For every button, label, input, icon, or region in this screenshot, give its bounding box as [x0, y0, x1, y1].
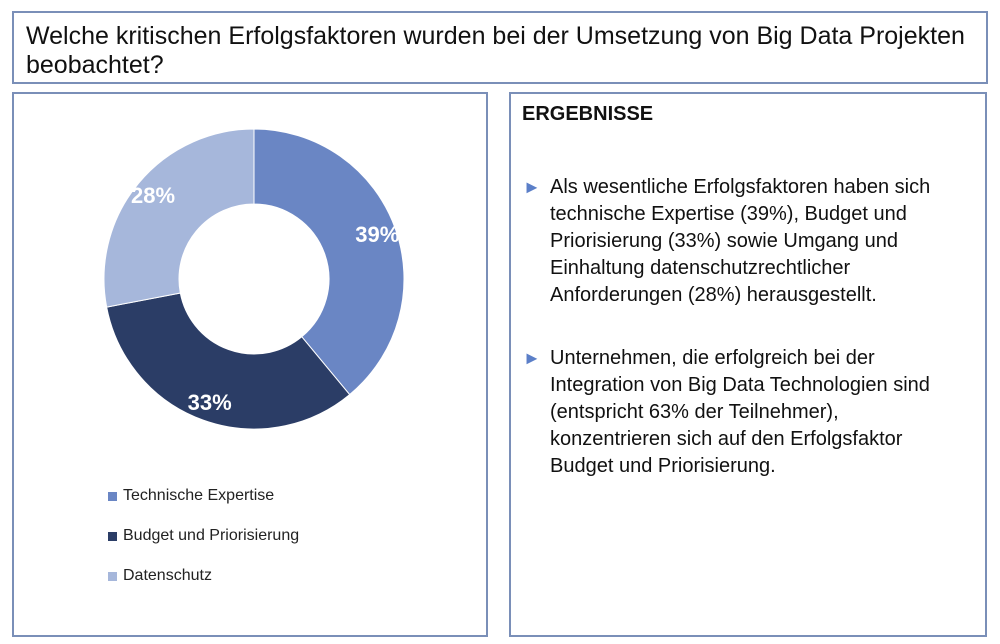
- donut-slice-technische-expertise: [253, 128, 405, 396]
- legend-item-technische-expertise: Technische Expertise: [108, 476, 299, 516]
- chart-legend: Technische Expertise Budget und Priorisi…: [108, 476, 299, 596]
- question-title: Welche kritischen Erfolgsfaktoren wurden…: [26, 22, 965, 79]
- donut-chart: 39% 33% 28%: [103, 128, 405, 430]
- slice-data-label: 39%: [355, 222, 399, 247]
- legend-item-budget: Budget und Priorisierung: [108, 516, 299, 556]
- result-bullet: ► Als wesentliche Erfolgsfaktoren haben …: [523, 174, 963, 309]
- results-heading: ERGEBNISSE: [522, 103, 654, 125]
- result-text: Als wesentliche Erfolgsfaktoren haben si…: [550, 176, 931, 306]
- result-text: Unternehmen, die erfolgreich bei der Int…: [550, 347, 930, 477]
- results-panel: ERGEBNISSE ► Als wesentliche Erfolgsfakt…: [509, 92, 987, 637]
- legend-swatch: [108, 491, 117, 501]
- legend-label: Budget und Priorisierung: [123, 527, 300, 544]
- result-bullet: ► Unternehmen, die erfolgreich bei der I…: [523, 345, 963, 480]
- slice-data-label: 28%: [131, 183, 175, 208]
- donut-slice-budget-und-priorisierung: [106, 292, 351, 430]
- legend-swatch: [108, 531, 117, 541]
- triangle-right-icon: ►: [523, 348, 541, 368]
- legend-label: Technische Expertise: [123, 487, 275, 504]
- chart-panel: 39% 33% 28% Technische Expertise Budget un…: [12, 92, 488, 637]
- slice-data-label: 33%: [188, 390, 232, 415]
- triangle-right-icon: ►: [523, 177, 541, 197]
- donut-slice-datenschutz: [103, 128, 255, 308]
- legend-label: Datenschutz: [123, 567, 212, 584]
- legend-swatch: [108, 571, 117, 581]
- question-header: Welche kritischen Erfolgsfaktoren wurden…: [12, 11, 988, 84]
- legend-item-datenschutz: Datenschutz: [108, 556, 299, 596]
